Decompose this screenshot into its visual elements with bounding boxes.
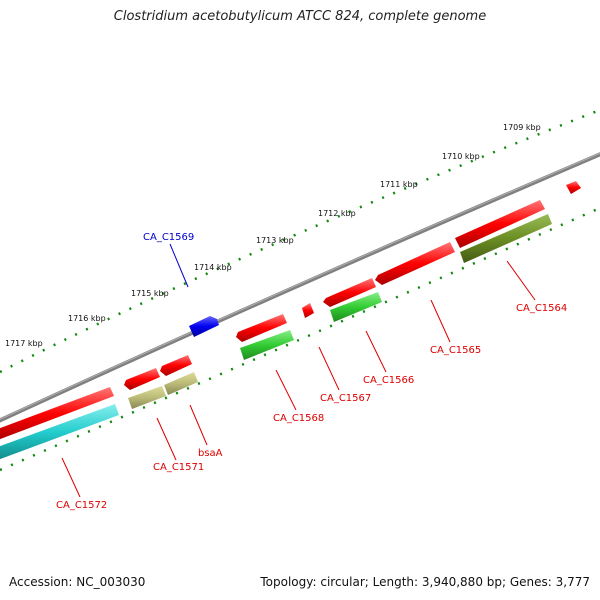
category-bar-green[interactable] — [240, 330, 294, 360]
gene-ca-c1564[interactable] — [455, 200, 545, 248]
gene-label[interactable]: CA_C1567 — [320, 393, 371, 404]
callout-lines — [61, 260, 536, 498]
scale-label: 1712 kbp — [318, 209, 356, 218]
category-bar-olive-light[interactable] — [128, 386, 166, 409]
scale-label: 1710 kbp — [442, 152, 480, 161]
callout-line — [156, 417, 177, 461]
gene-label[interactable]: CA_C1572 — [56, 500, 107, 511]
scale-label: 1717 kbp — [5, 339, 43, 348]
gene-ca-c1565[interactable] — [375, 242, 455, 285]
gene-ca-c1566[interactable] — [323, 278, 376, 307]
scale-labels: 1709 kbp 1710 kbp 1711 kbp 1712 kbp 1713… — [5, 123, 541, 348]
callout-line — [318, 346, 340, 391]
gene-label[interactable]: bsaA — [198, 448, 223, 459]
accession-text: Accession: NC_003030 — [9, 575, 146, 589]
map-title: Clostridium acetobutylicum ATCC 824, com… — [113, 9, 487, 24]
gene-ca-c1568[interactable] — [236, 314, 287, 342]
inner-tick-track — [0, 206, 600, 472]
scale-label: 1709 kbp — [503, 123, 541, 132]
callout-line — [275, 369, 297, 411]
category-bar-green[interactable] — [330, 292, 382, 322]
gene-ca-c1571[interactable] — [124, 368, 160, 390]
genome-summary-text: Topology: circular; Length: 3,940,880 bp… — [260, 575, 590, 589]
category-bar-cyan[interactable] — [0, 404, 119, 461]
callout-line — [169, 243, 189, 288]
category-features — [0, 214, 552, 461]
gene-label[interactable]: CA_C1569 — [143, 232, 194, 243]
callout-line — [430, 299, 451, 343]
gene-label[interactable]: CA_C1571 — [153, 462, 204, 473]
gene-label[interactable]: CA_C1564 — [516, 303, 567, 314]
genome-backbone-highlight — [0, 152, 600, 420]
gene-label[interactable]: CA_C1565 — [430, 345, 481, 356]
gene-label[interactable]: CA_C1566 — [363, 375, 414, 386]
gene-labels: CA_C1564 CA_C1565 CA_C1566 CA_C1567 CA_C… — [56, 232, 567, 511]
scale-label: 1714 kbp — [194, 263, 232, 272]
scale-label: 1711 kbp — [380, 180, 418, 189]
scale-label: 1713 kbp — [256, 236, 294, 245]
gene-ca-c1569[interactable] — [189, 316, 219, 337]
callout-line — [365, 330, 387, 373]
gene-small-upper-right[interactable] — [566, 181, 581, 194]
gene-label[interactable]: CA_C1568 — [273, 413, 324, 424]
callout-line — [506, 260, 536, 301]
gene-ca-c1572[interactable] — [0, 387, 114, 441]
scale-label: 1716 kbp — [68, 314, 106, 323]
genome-backbone — [0, 152, 600, 423]
category-bar-olive-dark[interactable] — [460, 214, 552, 263]
gene-bsaA[interactable] — [160, 355, 192, 376]
callout-line — [61, 457, 81, 498]
scale-label: 1715 kbp — [131, 289, 169, 298]
gene-ca-c1567[interactable] — [302, 303, 314, 318]
callout-line — [189, 404, 208, 446]
category-bar-olive-light[interactable] — [164, 372, 198, 395]
forward-cds-features — [0, 181, 581, 441]
